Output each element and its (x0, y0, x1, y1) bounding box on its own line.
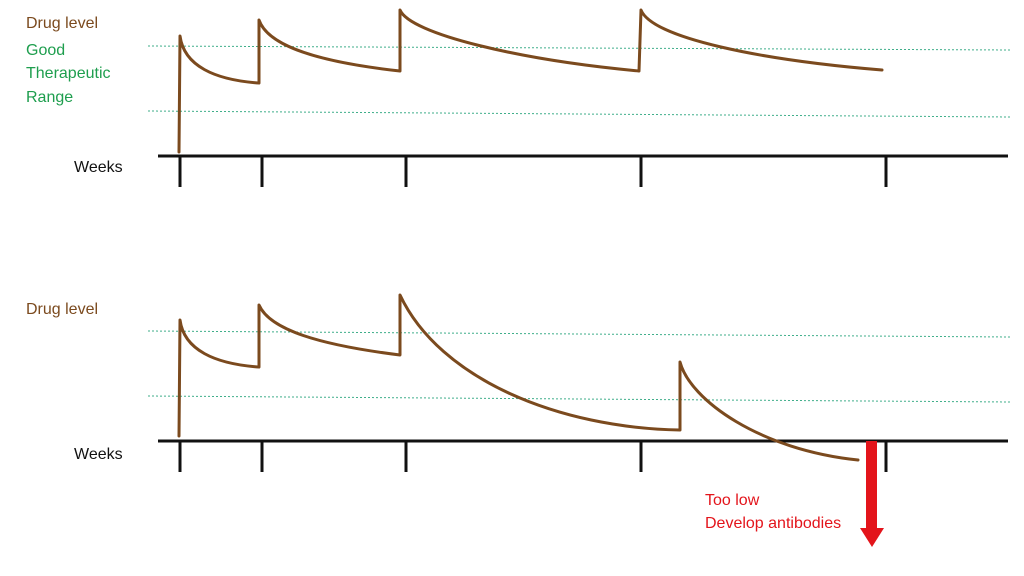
top-drug-level-curve (177, 8, 884, 154)
bottom-panel (147, 293, 1011, 547)
top-panel (147, 8, 1011, 187)
therapeutic-range-label-line-1: Good (26, 42, 66, 59)
top-range-lower-line (147, 110, 1011, 118)
bottom-axis-ticks (178, 441, 888, 472)
develop-antibodies-annotation: Develop antibodies (705, 515, 842, 532)
therapeutic-range-label-line-3: Range (26, 89, 74, 106)
bottom-drug-level-label: Drug level (26, 301, 99, 318)
bottom-range-lower-line (147, 395, 1011, 403)
top-range-upper-line (147, 45, 1011, 51)
down-arrow-icon (860, 441, 884, 547)
top-axis-ticks (178, 156, 888, 187)
therapeutic-range-label-line-2: Therapeutic (26, 65, 111, 82)
bottom-weeks-label: Weeks (74, 446, 123, 463)
bottom-range-upper-line (147, 330, 1011, 338)
top-weeks-label: Weeks (74, 159, 123, 176)
too-low-annotation: Too low (705, 492, 760, 509)
bottom-drug-level-curve (177, 293, 860, 462)
top-drug-level-label: Drug level (26, 15, 99, 32)
